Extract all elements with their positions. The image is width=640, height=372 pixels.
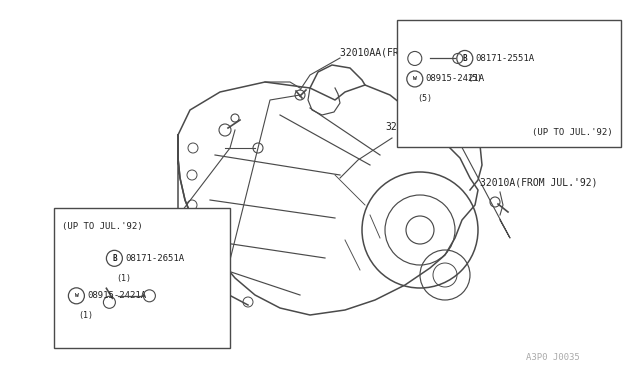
Text: 08915-2421A: 08915-2421A — [426, 74, 485, 83]
Text: B: B — [112, 254, 116, 263]
Text: A3P0 J0035: A3P0 J0035 — [526, 353, 580, 362]
Text: 32010AA(FROM JUL.'92): 32010AA(FROM JUL.'92) — [340, 47, 463, 57]
Text: 08171-2651A: 08171-2651A — [125, 254, 184, 263]
Text: B: B — [463, 54, 467, 63]
Bar — [397, 20, 621, 147]
Text: (1): (1) — [116, 274, 131, 283]
Text: (UP TO JUL.'92): (UP TO JUL.'92) — [532, 128, 612, 137]
Text: 32010A(FROM JUL.'92): 32010A(FROM JUL.'92) — [480, 177, 598, 187]
Text: 08171-2551A: 08171-2551A — [476, 54, 535, 63]
Text: (5): (5) — [467, 74, 482, 83]
Text: 32010M: 32010M — [385, 122, 420, 132]
Bar — [54, 208, 230, 348]
Text: (1): (1) — [79, 311, 93, 320]
Text: 08915-2421A: 08915-2421A — [88, 291, 147, 300]
Text: (5): (5) — [417, 94, 432, 103]
Text: W: W — [413, 76, 417, 81]
Text: W: W — [74, 293, 78, 298]
Text: (UP TO JUL.'92): (UP TO JUL.'92) — [63, 222, 143, 231]
